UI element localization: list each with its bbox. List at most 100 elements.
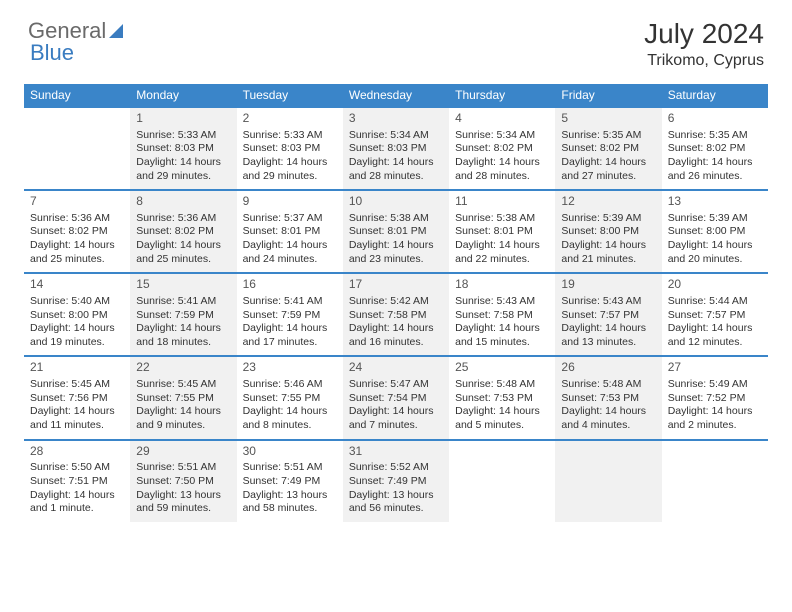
day-info-line: Sunrise: 5:36 AM — [30, 212, 124, 226]
day-info-line: Sunset: 7:53 PM — [561, 392, 655, 406]
day-cell: 29Sunrise: 5:51 AMSunset: 7:50 PMDayligh… — [130, 440, 236, 522]
day-info-line: Sunset: 7:58 PM — [455, 309, 549, 323]
day-info-line: Daylight: 14 hours and 5 minutes. — [455, 405, 549, 432]
day-info-line: Sunset: 8:03 PM — [243, 142, 337, 156]
day-number: 19 — [561, 277, 655, 293]
day-cell: 3Sunrise: 5:34 AMSunset: 8:03 PMDaylight… — [343, 107, 449, 190]
day-number: 8 — [136, 194, 230, 210]
week-row: 7Sunrise: 5:36 AMSunset: 8:02 PMDaylight… — [24, 190, 768, 273]
day-info-line: Daylight: 13 hours and 56 minutes. — [349, 489, 443, 516]
day-info-line: Sunrise: 5:48 AM — [561, 378, 655, 392]
day-info-line: Sunrise: 5:33 AM — [136, 129, 230, 143]
day-info-line: Sunset: 7:49 PM — [349, 475, 443, 489]
day-info-line: Sunrise: 5:51 AM — [136, 461, 230, 475]
day-info-line: Daylight: 14 hours and 4 minutes. — [561, 405, 655, 432]
day-cell: 12Sunrise: 5:39 AMSunset: 8:00 PMDayligh… — [555, 190, 661, 273]
day-cell: 18Sunrise: 5:43 AMSunset: 7:58 PMDayligh… — [449, 273, 555, 356]
day-number: 15 — [136, 277, 230, 293]
day-cell: 10 Sunrise: 5:38 AMSunset: 8:01 PMDayligh… — [343, 190, 449, 273]
day-info-line: Daylight: 14 hours and 24 minutes. — [243, 239, 337, 266]
day-info-line: Daylight: 14 hours and 25 minutes. — [136, 239, 230, 266]
day-info-line: Sunrise: 5:34 AM — [455, 129, 549, 143]
day-info-line: Sunset: 8:00 PM — [30, 309, 124, 323]
day-cell: 24Sunrise: 5:47 AMSunset: 7:54 PMDayligh… — [343, 356, 449, 439]
day-number: 21 — [30, 360, 124, 376]
dow-cell: Wednesday — [343, 84, 449, 107]
day-info-line: Sunset: 8:02 PM — [136, 225, 230, 239]
day-info-line: Daylight: 14 hours and 23 minutes. — [349, 239, 443, 266]
day-number: 2 — [243, 111, 337, 127]
day-info-line: Daylight: 13 hours and 59 minutes. — [136, 489, 230, 516]
day-info-line: Sunset: 8:01 PM — [349, 225, 443, 239]
day-number: 13 — [668, 194, 762, 210]
day-info-line: Sunset: 7:55 PM — [136, 392, 230, 406]
day-info-line: Daylight: 14 hours and 28 minutes. — [349, 156, 443, 183]
day-info-line: Daylight: 14 hours and 11 minutes. — [30, 405, 124, 432]
day-number: 30 — [243, 444, 337, 460]
day-info-line: Sunset: 7:53 PM — [455, 392, 549, 406]
day-cell: 20Sunrise: 5:44 AMSunset: 7:57 PMDayligh… — [662, 273, 768, 356]
day-number: 10 — [349, 194, 443, 210]
day-cell — [24, 107, 130, 190]
day-info-line: Sunrise: 5:45 AM — [136, 378, 230, 392]
day-info-line: Sunset: 7:59 PM — [243, 309, 337, 323]
day-cell — [449, 440, 555, 522]
day-info-line: Sunrise: 5:35 AM — [561, 129, 655, 143]
dow-cell: Sunday — [24, 84, 130, 107]
day-cell: 16Sunrise: 5:41 AMSunset: 7:59 PMDayligh… — [237, 273, 343, 356]
day-info-line: Sunrise: 5:38 AM — [349, 212, 443, 226]
day-number: 17 — [349, 277, 443, 293]
day-info-line: Sunrise: 5:44 AM — [668, 295, 762, 309]
day-info-line: Sunrise: 5:40 AM — [30, 295, 124, 309]
day-info-line: Sunset: 8:02 PM — [668, 142, 762, 156]
day-number: 26 — [561, 360, 655, 376]
day-info-line: Daylight: 14 hours and 13 minutes. — [561, 322, 655, 349]
day-info-line: Sunrise: 5:41 AM — [243, 295, 337, 309]
day-info-line: Sunrise: 5:48 AM — [455, 378, 549, 392]
day-of-week-row: SundayMondayTuesdayWednesdayThursdayFrid… — [24, 84, 768, 107]
day-cell: 15Sunrise: 5:41 AMSunset: 7:59 PMDayligh… — [130, 273, 236, 356]
logo-line2: Blue — [30, 40, 74, 66]
day-info-line: Daylight: 13 hours and 58 minutes. — [243, 489, 337, 516]
day-info-line: Daylight: 14 hours and 27 minutes. — [561, 156, 655, 183]
day-cell: 25 Sunrise: 5:48 AMSunset: 7:53 PMDayligh… — [449, 356, 555, 439]
day-number: 24 — [349, 360, 443, 376]
day-cell — [662, 440, 768, 522]
dow-cell: Saturday — [662, 84, 768, 107]
day-number: 4 — [455, 111, 549, 127]
day-info-line: Sunset: 7:59 PM — [136, 309, 230, 323]
day-info-line: Sunrise: 5:49 AM — [668, 378, 762, 392]
day-info-line: Sunset: 7:56 PM — [30, 392, 124, 406]
day-info-line: Daylight: 14 hours and 7 minutes. — [349, 405, 443, 432]
day-info-line: Sunrise: 5:43 AM — [561, 295, 655, 309]
day-cell: 31Sunrise: 5:52 AMSunset: 7:49 PMDayligh… — [343, 440, 449, 522]
day-info-line: Sunset: 7:51 PM — [30, 475, 124, 489]
week-row: 21Sunrise: 5:45 AMSunset: 7:56 PMDayligh… — [24, 356, 768, 439]
day-number: 14 — [30, 277, 124, 293]
day-info-line: Sunset: 8:02 PM — [561, 142, 655, 156]
day-number: 23 — [243, 360, 337, 376]
day-info-line: Daylight: 14 hours and 22 minutes. — [455, 239, 549, 266]
day-number: 22 — [136, 360, 230, 376]
day-info-line: Sunrise: 5:37 AM — [243, 212, 337, 226]
day-info-line: Sunrise: 5:36 AM — [136, 212, 230, 226]
day-cell: 26 Sunrise: 5:48 AMSunset: 7:53 PMDayligh… — [555, 356, 661, 439]
day-info-line: Sunset: 7:54 PM — [349, 392, 443, 406]
day-info-line: Daylight: 14 hours and 26 minutes. — [668, 156, 762, 183]
day-info-line: Daylight: 14 hours and 25 minutes. — [30, 239, 124, 266]
calendar-table: SundayMondayTuesdayWednesdayThursdayFrid… — [24, 84, 768, 522]
day-number: 25 — [455, 360, 549, 376]
day-number: 5 — [561, 111, 655, 127]
logo-triangle-icon — [109, 24, 123, 38]
day-info-line: Daylight: 14 hours and 21 minutes. — [561, 239, 655, 266]
day-cell — [555, 440, 661, 522]
day-cell: 5 Sunrise: 5:35 AMSunset: 8:02 PMDaylight… — [555, 107, 661, 190]
day-cell: 28Sunrise: 5:50 AMSunset: 7:51 PMDayligh… — [24, 440, 130, 522]
day-info-line: Sunrise: 5:46 AM — [243, 378, 337, 392]
day-info-line: Daylight: 14 hours and 28 minutes. — [455, 156, 549, 183]
logo-text-blue: Blue — [30, 40, 74, 65]
day-number: 29 — [136, 444, 230, 460]
week-row: 28Sunrise: 5:50 AMSunset: 7:51 PMDayligh… — [24, 440, 768, 522]
day-info-line: Sunrise: 5:34 AM — [349, 129, 443, 143]
day-number: 12 — [561, 194, 655, 210]
